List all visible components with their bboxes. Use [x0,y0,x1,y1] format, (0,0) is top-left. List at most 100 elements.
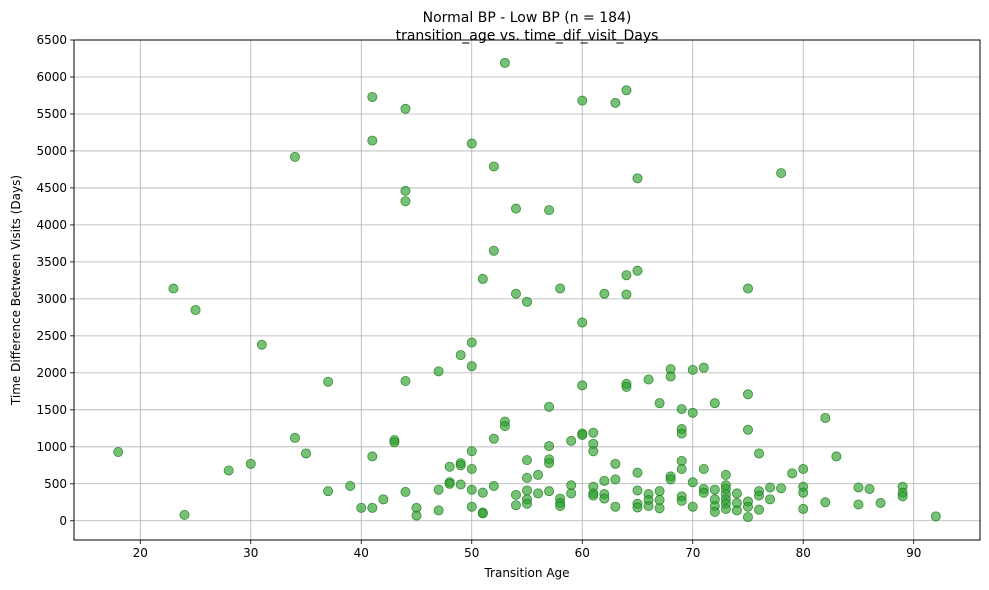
data-point [731,488,742,499]
y-tick-label: 3500 [36,255,67,269]
data-point [687,364,698,375]
y-tick-label: 0 [59,514,67,528]
data-point [522,485,533,496]
data-point [433,366,444,377]
data-point [466,446,477,457]
data-point [533,488,544,499]
data-point [367,502,378,513]
data-point [765,494,776,505]
y-tick-label: 5000 [36,144,67,158]
data-point [466,361,477,372]
data-point [776,483,787,494]
x-axis-label: Transition Age [483,566,569,580]
data-point [610,97,621,108]
data-point [522,472,533,483]
data-point [510,288,521,299]
x-tick-label: 50 [464,546,479,560]
data-point [709,506,720,517]
data-point [455,479,466,490]
data-point [566,435,577,446]
data-point [544,401,555,412]
data-point [522,296,533,307]
data-point [632,265,643,276]
data-point [223,465,234,476]
data-point [853,482,864,493]
data-point [488,481,499,492]
data-point [709,484,720,495]
chart-subtitle: transition_age vs. time_dif_visit_Days [396,28,659,44]
data-point [742,283,753,294]
x-tick-label: 40 [354,546,369,560]
data-point [323,486,334,497]
data-point [875,498,886,509]
data-point [488,245,499,256]
data-point [776,168,787,179]
data-point [323,376,334,387]
data-points [113,57,941,523]
data-point [433,505,444,516]
data-point [742,512,753,523]
data-point [621,289,632,300]
data-point [787,468,798,479]
data-point [698,487,709,498]
data-point [577,95,588,106]
data-point [400,196,411,207]
data-point [665,474,676,485]
data-point [676,428,687,439]
data-point [742,424,753,435]
data-point [588,427,599,438]
y-tick-label: 500 [44,477,67,491]
data-point [610,474,621,485]
data-point [113,446,124,457]
data-point [477,273,488,284]
data-point [289,432,300,443]
data-point [720,503,731,514]
data-point [709,398,720,409]
data-point [444,461,455,472]
data-point [466,501,477,512]
data-point [820,497,831,508]
data-point [466,463,477,474]
data-point [853,499,864,510]
data-point [455,460,466,471]
data-point [654,398,665,409]
data-point [289,151,300,162]
data-point [643,500,654,511]
data-point [687,407,698,418]
data-point [367,91,378,102]
data-point [687,501,698,512]
data-point [676,463,687,474]
data-point [742,389,753,400]
data-point [301,448,312,459]
data-point [654,503,665,514]
data-point [466,337,477,348]
data-point [621,381,632,392]
y-tick-label: 5500 [36,107,67,121]
data-point [400,486,411,497]
data-point [720,469,731,480]
data-point [400,103,411,114]
data-point [632,502,643,513]
data-point [754,504,765,515]
data-point [621,85,632,96]
data-point [698,463,709,474]
data-point [533,469,544,480]
data-point [731,505,742,516]
data-point [765,482,776,493]
data-point [522,455,533,466]
data-point [400,185,411,196]
data-point [676,495,687,506]
y-tick-label: 4000 [36,218,67,232]
data-point [477,508,488,519]
data-point [864,483,875,494]
data-point [930,511,941,522]
y-tick-label: 2000 [36,366,67,380]
data-point [654,486,665,497]
data-point [610,501,621,512]
data-point [179,509,190,520]
y-axis-label: Time Difference Between Visits (Days) [9,175,23,406]
data-point [555,500,566,511]
data-point [544,441,555,452]
